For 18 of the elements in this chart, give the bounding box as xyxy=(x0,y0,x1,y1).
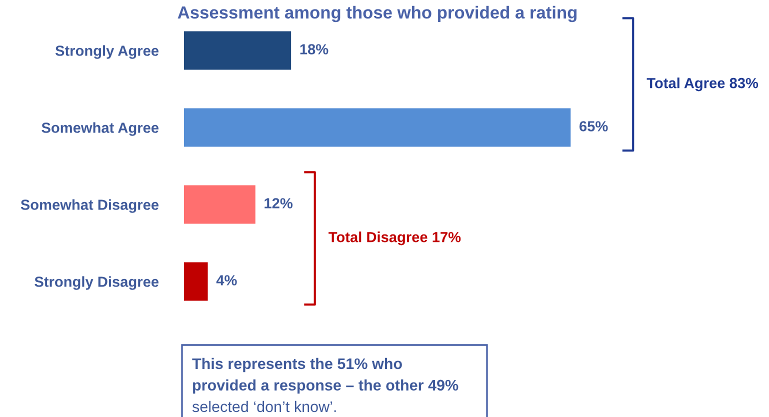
data-label: 18% xyxy=(300,44,328,54)
bar xyxy=(184,31,292,70)
y-tick-label: Strongly Agree xyxy=(55,45,159,59)
text: provided a response – the other 49% xyxy=(193,379,458,394)
text: selected ‘don’t know’. xyxy=(192,400,336,412)
data-label: 4% xyxy=(216,275,237,286)
annotation: Total Disagree 17% xyxy=(328,232,461,246)
y-tick-label: Somewhat Disagree xyxy=(20,199,159,213)
text: Total Agree 83% xyxy=(646,78,758,92)
chart-title: Assessment among those who provided a rating xyxy=(178,6,577,22)
y-tick-label: Somewhat Agree xyxy=(42,122,159,136)
bar xyxy=(184,108,571,147)
data-label: 65% xyxy=(580,121,608,132)
text: This represents the 51% who xyxy=(192,358,402,372)
y-tick-label: Strongly Disagree xyxy=(34,276,159,290)
bar xyxy=(184,185,256,224)
bar xyxy=(184,262,208,301)
data-label: 12% xyxy=(264,198,293,208)
